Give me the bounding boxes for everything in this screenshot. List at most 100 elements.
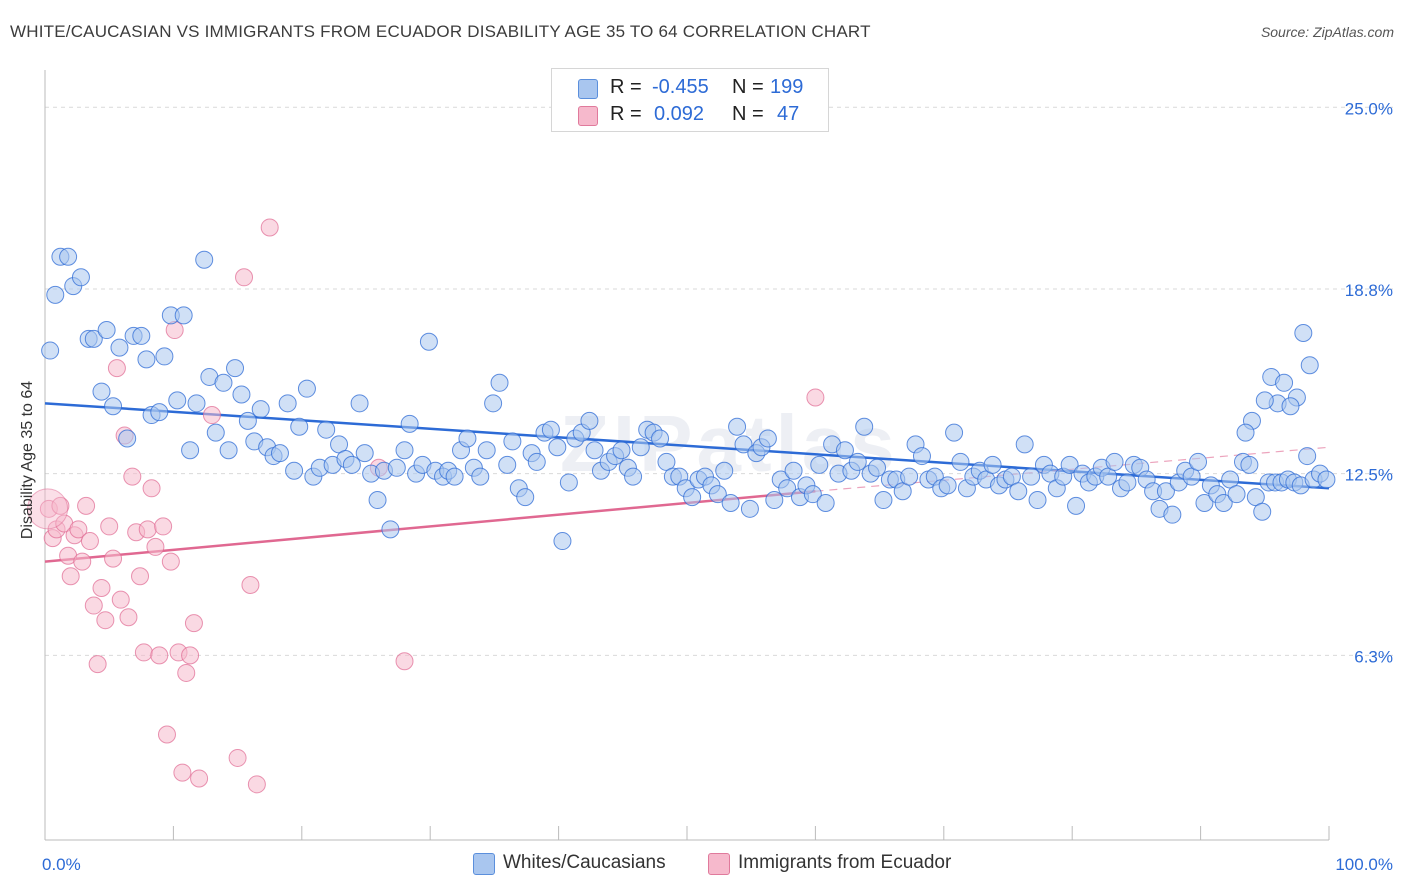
point-ecuador-30	[154, 517, 173, 536]
point-whites-151	[1009, 482, 1028, 501]
point-whites-27	[214, 373, 233, 392]
point-whites-7	[84, 329, 103, 348]
point-ecuador-9	[73, 552, 92, 571]
point-whites-71	[498, 455, 517, 474]
point-whites-18	[155, 347, 174, 366]
point-whites-136	[912, 447, 931, 466]
point-whites-89	[612, 441, 631, 460]
point-ecuador-8	[69, 520, 88, 539]
point-whites-26	[206, 423, 225, 442]
point-whites-100	[683, 488, 702, 507]
point-whites-153	[1022, 467, 1041, 486]
point-whites-199	[1317, 470, 1336, 489]
point-whites-29	[226, 359, 245, 378]
point-whites-78	[541, 420, 560, 439]
point-whites-51	[368, 491, 387, 510]
point-ecuador-39	[190, 769, 209, 788]
point-whites-159	[1060, 455, 1079, 474]
point-ecuador-16	[100, 517, 119, 536]
point-whites-74	[516, 488, 535, 507]
point-ecuador-24	[131, 567, 150, 586]
point-ecuador-36	[177, 663, 196, 682]
point-whites-68	[477, 441, 496, 460]
point-whites-12	[118, 429, 137, 448]
legend-r-value: -0.455	[652, 76, 709, 98]
point-whites-53	[381, 520, 400, 539]
point-ecuador-38	[184, 614, 203, 633]
bottom-legend-label: Whites/Caucasians	[503, 852, 666, 873]
point-whites-160	[1067, 496, 1086, 515]
point-whites-22	[181, 441, 200, 460]
point-whites-206	[1294, 323, 1313, 342]
y-tick-label: 6.3%	[1354, 647, 1393, 666]
point-whites-72	[503, 432, 522, 451]
point-whites-24	[195, 250, 214, 269]
point-ecuador-45	[260, 218, 279, 237]
point-ecuador-42	[235, 268, 254, 287]
point-whites-33	[251, 400, 270, 419]
point-whites-127	[855, 417, 874, 436]
point-whites-56	[400, 414, 419, 433]
point-whites-140	[938, 476, 957, 495]
point-ecuador-17	[104, 549, 123, 568]
legend-n-label: N =	[732, 76, 764, 98]
point-whites-121	[816, 493, 835, 512]
point-whites-85	[585, 441, 604, 460]
point-whites-69	[484, 394, 503, 413]
bottom-legend-label: Immigrants from Ecuador	[738, 852, 952, 873]
bottom-legend-swatch-pink	[708, 853, 730, 875]
point-ecuador-21	[119, 608, 138, 627]
point-whites-130	[874, 491, 893, 510]
point-whites-31	[238, 411, 257, 430]
point-ecuador-28	[146, 537, 165, 556]
point-whites-120	[810, 455, 829, 474]
point-ecuador-22	[123, 467, 142, 486]
point-whites-116	[784, 461, 803, 480]
point-whites-166	[1105, 452, 1124, 471]
legend-n-value: 199	[770, 76, 804, 98]
source-label: Source: ZipAtlas.com	[1260, 24, 1394, 40]
chart-title: WHITE/CAUCASIAN VS IMMIGRANTS FROM ECUAD…	[10, 22, 871, 41]
point-whites-142	[951, 452, 970, 471]
point-whites-179	[1189, 452, 1208, 471]
point-ecuador-32	[161, 552, 180, 571]
legend-box: R = -0.455 N = 199 R = 0.092 N = 47	[551, 68, 829, 132]
point-whites-28	[219, 441, 238, 460]
point-whites-15	[137, 350, 156, 369]
legend-r-value: 0.092	[654, 103, 705, 125]
point-whites-3	[59, 247, 78, 266]
point-whites-119	[803, 485, 822, 504]
point-whites-67	[471, 467, 490, 486]
point-whites-59	[419, 332, 438, 351]
y-tick-label: 12.5%	[1345, 466, 1393, 485]
legend-n-label: N =	[732, 103, 764, 125]
point-ecuador-10	[77, 496, 96, 515]
point-ecuador-6	[61, 567, 80, 586]
point-whites-20	[168, 391, 187, 410]
y-tick-label: 25.0%	[1345, 99, 1393, 118]
point-ecuador-12	[84, 596, 103, 615]
point-ecuador-19	[111, 590, 130, 609]
point-ecuador-18	[107, 359, 126, 378]
point-whites-105	[715, 461, 734, 480]
y-axis-label: Disability Age 35 to 64	[19, 381, 36, 539]
point-whites-174	[1156, 482, 1175, 501]
point-whites-17	[150, 403, 169, 422]
point-whites-63	[445, 467, 464, 486]
point-ecuador-44	[247, 775, 266, 794]
point-whites-21	[174, 306, 193, 325]
point-whites-185	[1227, 485, 1246, 504]
point-ecuador-26	[138, 520, 157, 539]
point-ecuador-25	[134, 643, 153, 662]
point-whites-175	[1163, 505, 1182, 524]
point-whites-115	[778, 479, 797, 498]
point-ecuador-41	[228, 748, 247, 767]
point-whites-113	[765, 491, 784, 510]
point-ecuador-11	[80, 532, 99, 551]
grid-lines	[45, 106, 1395, 656]
point-whites-76	[527, 452, 546, 471]
point-whites-30	[232, 385, 251, 404]
point-whites-104	[708, 485, 727, 504]
point-whites-168	[1118, 473, 1137, 492]
point-whites-109	[740, 499, 759, 518]
